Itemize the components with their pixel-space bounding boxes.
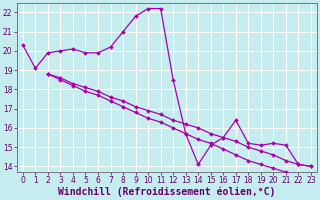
X-axis label: Windchill (Refroidissement éolien,°C): Windchill (Refroidissement éolien,°C) xyxy=(58,187,276,197)
